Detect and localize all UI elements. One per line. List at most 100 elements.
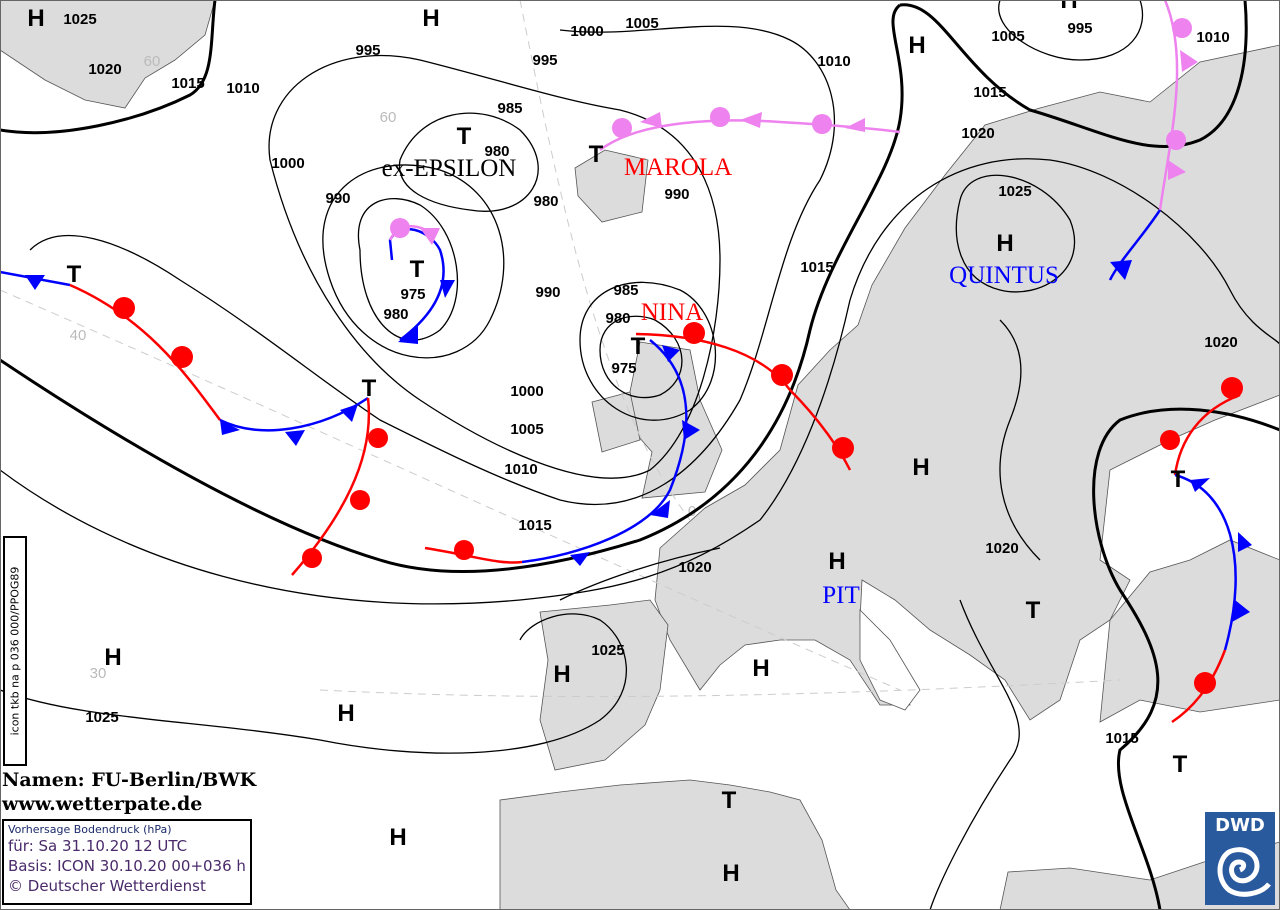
low-pressure-center: T (1173, 751, 1188, 778)
isobar-label: 975 (611, 360, 636, 377)
isobar-label: 1025 (63, 11, 96, 28)
land-europe (654, 44, 1280, 721)
credits: Namen: FU-Berlin/BWK www.wetterpate.de (2, 768, 256, 816)
high-pressure-center: H (389, 824, 406, 851)
isobar-label: 995 (1067, 20, 1092, 37)
land-greenland (0, 0, 216, 109)
cold-front (388, 228, 445, 341)
isobar-label: 990 (325, 190, 350, 207)
system-name-marola: MAROLA (624, 154, 732, 181)
low-pressure-center: T (410, 256, 425, 283)
isobar-label: 980 (533, 193, 558, 210)
low-pressure-center: T (362, 375, 377, 402)
isobar-label: 1010 (226, 80, 259, 97)
grid-label: 60 (144, 53, 161, 70)
high-pressure-center: H (912, 454, 929, 481)
high-pressure-center: H (27, 5, 44, 32)
high-pressure-center: H (828, 548, 845, 575)
isobar-label: 1020 (678, 559, 711, 576)
grid-label: 60 (380, 109, 397, 126)
dwd-logo: DWD (1205, 812, 1275, 905)
isobar-label: 1025 (85, 709, 118, 726)
info-copyright: © Deutscher Wetterdienst (8, 877, 206, 895)
isobar-label: 995 (355, 42, 380, 59)
cold-front-symbols (25, 260, 1252, 622)
high-pressure-center: H (104, 644, 121, 671)
warm-front-symbols (113, 297, 1243, 694)
isobar-label: 1025 (591, 642, 624, 659)
isobar-label: 1005 (991, 28, 1024, 45)
isobar-label: 1015 (171, 75, 204, 92)
high-pressure-center: H (553, 661, 570, 688)
isobar-label: 990 (535, 284, 560, 301)
land-ireland (591, 391, 641, 453)
dwd-logo-text: DWD (1215, 815, 1265, 836)
warm-front (1173, 393, 1241, 476)
isobar-label: 1000 (510, 383, 543, 400)
warm-front (69, 283, 222, 421)
isobar-label: 1005 (510, 421, 543, 438)
isobar-label: 1015 (518, 517, 551, 534)
product-code: icon tkb na p 036 000/PPOG89 (8, 566, 22, 736)
grid-label: 30 (90, 665, 107, 682)
warm-front (424, 546, 523, 564)
land-italy (859, 609, 921, 711)
high-pressure-center: H (1060, 0, 1077, 14)
low-pressure-center: T (457, 123, 472, 150)
isobar-label: 1015 (973, 84, 1006, 101)
low-pressure-center: T (1026, 597, 1041, 624)
occluded-front (1158, 0, 1179, 211)
cold-front (521, 339, 688, 564)
isobar-label: 1005 (625, 15, 658, 32)
warm-front (291, 397, 371, 576)
land-iceland (574, 149, 649, 223)
low-pressure-center: T (589, 141, 604, 168)
isobar-label: 1020 (985, 540, 1018, 557)
isobar-label: 1020 (961, 125, 994, 142)
land-turkey (1099, 539, 1280, 723)
info-basis: Basis: ICON 30.10.20 00+036 h (8, 857, 246, 875)
isobar-label: 1010 (504, 461, 537, 478)
land-iberia (539, 599, 669, 771)
cold-front (1108, 209, 1162, 281)
pressure-centers: H H T T T T T T H H H H T T T H H H H T … (27, 0, 1187, 887)
high-pressure-center: H (337, 700, 354, 727)
isobar-label: 995 (532, 52, 557, 69)
product-code-box: icon tkb na p 036 000/PPOG89 (3, 536, 27, 766)
isobar-label: 1025 (998, 183, 1031, 200)
isobar-label: 1010 (817, 53, 850, 70)
isobar-label: 1015 (800, 259, 833, 276)
system-name-quintus: QUINTUS (949, 262, 1059, 289)
high-pressure-center: H (422, 5, 439, 32)
isobar-label: 1000 (271, 155, 304, 172)
isobar-label: 990 (664, 186, 689, 203)
isobar-label: 980 (383, 306, 408, 323)
swirl-icon (1217, 847, 1271, 897)
isobar-labels: 1025 1020 1015 1010 995 1000 990 985 980… (63, 11, 1237, 747)
system-names: ex-EPSILON MAROLA NINA QUINTUS PIT (382, 154, 1059, 609)
high-pressure-center: H (722, 860, 739, 887)
isobar-label: 980 (605, 310, 630, 327)
system-name-nina: NINA (641, 299, 704, 326)
high-pressure-center: H (908, 32, 925, 59)
isobar-label: 985 (497, 100, 522, 117)
occlusion-symbols (390, 18, 1198, 245)
isobar-label: 1015 (1105, 730, 1138, 747)
land-north-africa (499, 779, 851, 910)
high-pressure-center: H (996, 230, 1013, 257)
low-pressure-center: T (1171, 466, 1186, 493)
system-name-pit: PIT (822, 582, 860, 609)
grid-label: 40 (70, 327, 87, 344)
credits-names: Namen: FU-Berlin/BWK (2, 769, 257, 791)
info-title: Vorhersage Bodendruck (hPa) (8, 823, 172, 836)
low-pressure-center: T (67, 261, 82, 288)
credits-url: www.wetterpate.de (2, 793, 203, 815)
system-name-ex-epsilon: ex-EPSILON (382, 155, 517, 182)
isobar-label: 975 (400, 286, 425, 303)
info-valid-time: für: Sa 31.10.20 12 UTC (8, 837, 188, 855)
isobar-label: 1000 (570, 23, 603, 40)
fronts (0, 0, 1252, 724)
isobar-label: 1010 (1196, 29, 1229, 46)
